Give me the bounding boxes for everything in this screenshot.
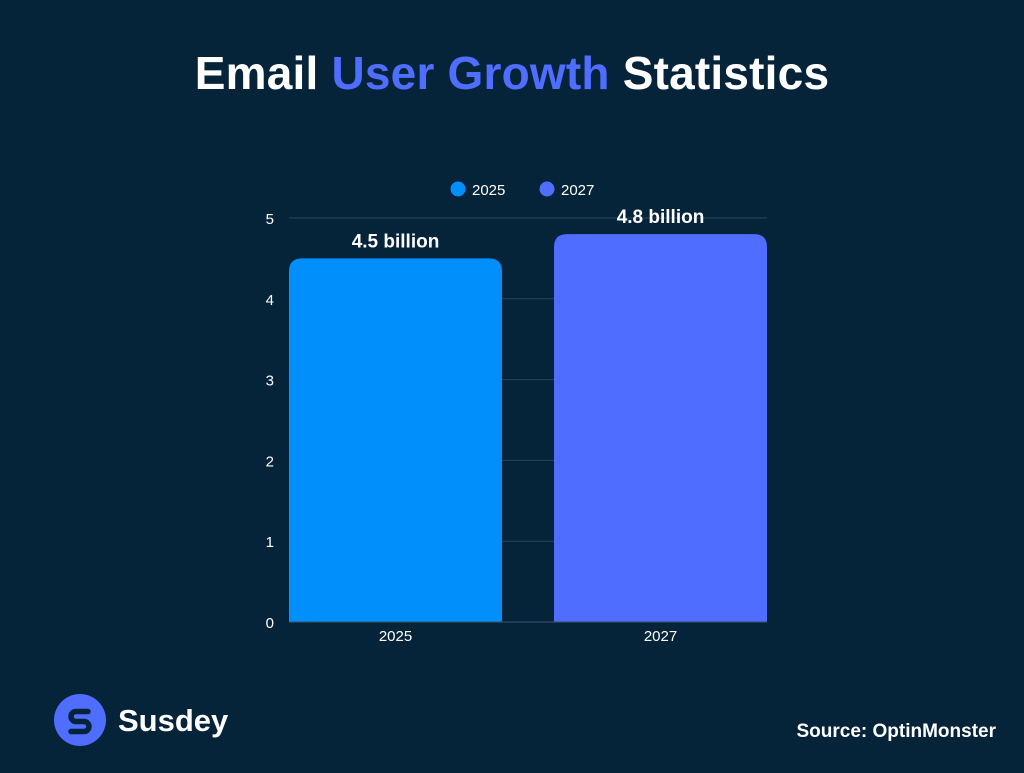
legend-label-2025: 2025 (472, 182, 505, 199)
legend-marker-2025 (450, 181, 466, 197)
source-note: Source: OptinMonster (796, 721, 996, 742)
y-tick-label: 1 (266, 534, 274, 551)
data-label-2025: 4.5 billion (352, 231, 440, 252)
axes: 0 1 2 3 4 5 2025 2027 (266, 211, 767, 645)
y-tick-label: 0 (266, 615, 274, 632)
y-tick-label: 5 (266, 211, 274, 228)
data-labels: 4.5 billion 4.8 billion (352, 207, 705, 252)
brand: Susdey (54, 694, 228, 746)
title-part1: Email (194, 47, 319, 99)
susdey-logo-icon (54, 694, 106, 746)
x-tick-label: 2027 (644, 628, 677, 645)
bar-2025 (289, 258, 502, 622)
legend-marker-2027 (539, 181, 555, 197)
title-part2: Statistics (622, 47, 830, 99)
data-label-2027: 4.8 billion (617, 207, 705, 228)
y-tick-label: 3 (266, 373, 274, 390)
legend-label-2027: 2027 (561, 182, 594, 199)
legend: 2025 2027 (450, 181, 594, 199)
y-tick-label: 4 (266, 292, 274, 309)
page-title: Email User Growth Statistics (0, 45, 1024, 101)
y-tick-label: 2 (266, 453, 274, 470)
title-accent: User Growth (331, 47, 610, 99)
bars (289, 234, 767, 622)
x-tick-label: 2025 (379, 628, 412, 645)
bar-2027 (554, 234, 767, 622)
brand-name: Susdey (118, 702, 229, 738)
